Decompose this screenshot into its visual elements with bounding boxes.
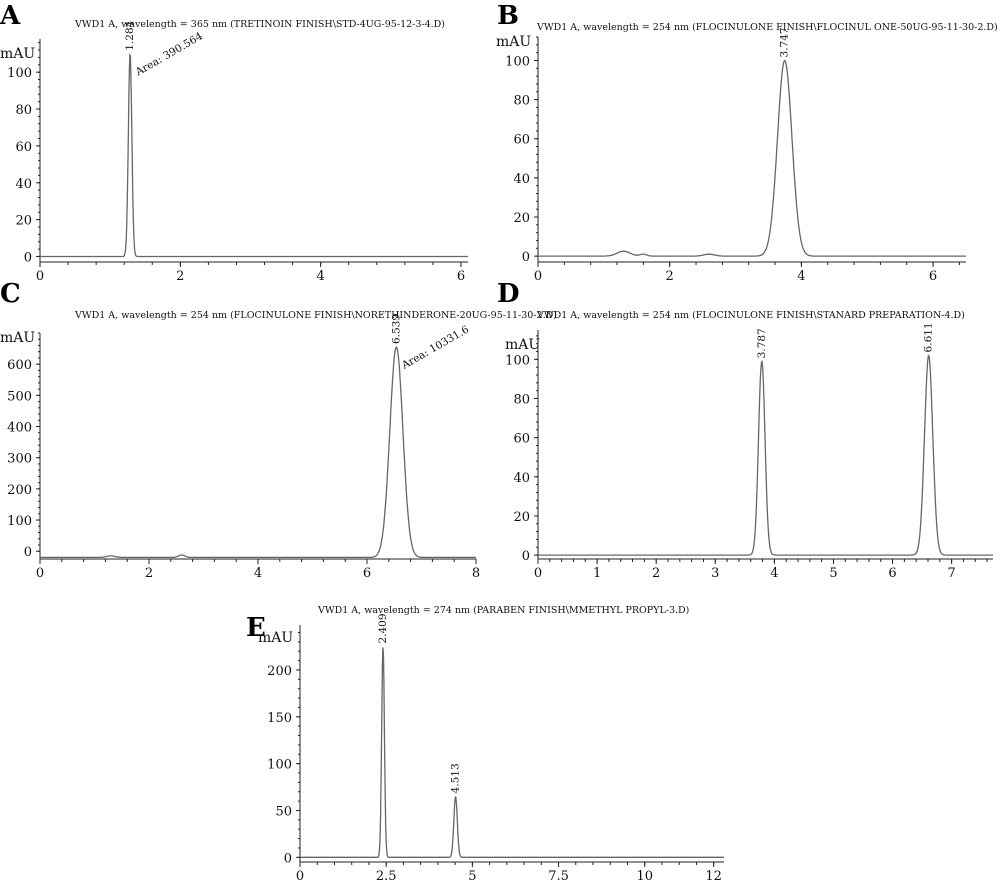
panel-b-xtick-label: 2 [666, 269, 674, 284]
panel-e-peak-label: 4.513 [450, 763, 462, 793]
panel-b-xtick-label: 0 [534, 269, 542, 284]
panel-b: B VWD1 A, wavelength = 254 nm (FLOCINULON… [496, 1, 998, 284]
panel-e-ytick-label: 50 [275, 804, 292, 819]
panel-d-xtick-label: 6 [888, 566, 896, 581]
panel-d-ytick-label: 0 [522, 549, 530, 564]
panel-a-area-label: Area: 390.564 [133, 30, 205, 79]
panel-c: C VWD1 A, wavelength = 254 nm (FLOCINULON… [0, 279, 557, 581]
panel-d-letter: D [497, 279, 520, 309]
panel-e-ytick-label: 100 [267, 758, 292, 773]
panel-c-ytick-label: 200 [7, 483, 32, 498]
panel-c-xtick-label: 4 [254, 566, 262, 581]
panel-a-ytick-label: 40 [15, 177, 32, 192]
panel-e-trace [300, 647, 724, 858]
panel-b-letter: B [497, 1, 519, 31]
panel-b-trace [538, 59, 966, 257]
panel-d: D VWD1 A, wavelength = 254 nm (FLOCINULON… [497, 279, 993, 581]
panel-d-xtick-label: 4 [770, 566, 778, 581]
panel-d-xtick-label: 7 [947, 566, 955, 581]
panel-e-ytick-label: 150 [267, 711, 292, 726]
panel-b-title: VWD1 A, wavelength = 254 nm (FLOCINULONE… [536, 22, 998, 33]
panel-c-area-label: Area: 10331.6 [399, 323, 471, 372]
panel-a-ytick-label: 20 [15, 214, 32, 229]
panel-a-title: VWD1 A, wavelength = 365 nm (TRETINOIN F… [74, 19, 445, 30]
panel-a-ytick-label: 80 [15, 103, 32, 118]
panel-d-trace [538, 354, 993, 556]
panel-a-ytick-label: 0 [24, 250, 32, 265]
panel-e-letter: E [246, 613, 266, 643]
panel-c-ytick-label: 0 [24, 545, 32, 560]
panel-c-xtick-label: 6 [363, 566, 371, 581]
panel-c-xtick-label: 2 [145, 566, 153, 581]
panel-d-ytick-label: 100 [505, 353, 530, 368]
panel-c-ytick-label: 300 [7, 452, 32, 467]
panel-e-xtick-label: 5 [468, 869, 476, 883]
panel-b-ytick-label: 100 [505, 54, 530, 69]
panel-d-xtick-label: 3 [711, 566, 719, 581]
panel-e-xtick-label: 2.5 [376, 869, 397, 883]
panel-c-letter: C [0, 279, 21, 309]
panel-c-title: VWD1 A, wavelength = 254 nm (FLOCINULONE… [74, 310, 557, 321]
panel-b-xtick-label: 6 [929, 269, 937, 284]
panel-d-ytick-label: 20 [513, 510, 530, 525]
panel-b-ytick-label: 60 [513, 133, 530, 148]
panel-d-xtick-label: 0 [534, 566, 542, 581]
panel-c-ytick-label: 400 [7, 421, 32, 436]
panel-c-xtick-label: 8 [472, 566, 480, 581]
panel-e-ytick-label: 200 [267, 664, 292, 679]
panel-c-peak-label: 6.539 [390, 314, 402, 344]
panel-b-xtick-label: 4 [797, 269, 805, 284]
panel-a-xtick-label: 0 [36, 269, 44, 284]
panel-d-ytick-label: 80 [513, 393, 530, 408]
panel-c-ytick-label: 500 [7, 389, 32, 404]
panel-e-ytick-label: 0 [284, 851, 292, 866]
panel-a-ytick-label: 100 [7, 66, 32, 81]
panel-e-title: VWD1 A, wavelength = 274 nm (PARABEN FIN… [317, 605, 689, 616]
panel-a-ytick-label: 60 [15, 140, 32, 155]
panel-a-xtick-label: 6 [457, 269, 465, 284]
panel-d-peak-label: 3.787 [756, 328, 768, 358]
panel-e-xtick-label: 12 [705, 869, 722, 883]
panel-b-ytick-label: 20 [513, 211, 530, 226]
panel-e: E VWD1 A, wavelength = 274 nm (PARABEN FI… [246, 605, 724, 883]
panel-a-ylabel: mAU [0, 46, 35, 62]
panel-e-xtick-label: 7.5 [548, 869, 569, 883]
panel-c-trace [40, 346, 476, 559]
panel-d-xtick-label: 1 [593, 566, 601, 581]
panel-e-xtick-label: 10 [636, 869, 653, 883]
panel-c-xtick-label: 0 [36, 566, 44, 581]
panel-d-ytick-label: 40 [513, 471, 530, 486]
panel-e-ylabel: mAU [258, 630, 293, 646]
panel-d-xtick-label: 2 [652, 566, 660, 581]
panel-d-xtick-label: 5 [829, 566, 837, 581]
panel-c-ylabel: mAU [0, 330, 35, 346]
panel-b-ytick-label: 40 [513, 172, 530, 187]
panel-d-title: VWD1 A, wavelength = 254 nm (FLOCINULONE… [536, 310, 965, 321]
panel-a-letter: A [0, 1, 21, 31]
panel-d-peak-label: 6.611 [923, 322, 935, 352]
panel-a-xtick-label: 4 [317, 269, 325, 284]
panel-a-trace [40, 53, 468, 258]
panel-b-peak-label: 3.747 [779, 27, 791, 57]
panel-a-xtick-label: 2 [176, 269, 184, 284]
panel-a-peak-label: 1.284 [124, 20, 136, 50]
panel-c-ytick-label: 600 [7, 358, 32, 373]
panel-b-ytick-label: 0 [522, 250, 530, 265]
panel-a: A VWD1 A, wavelength = 365 nm (TRETINOIN … [0, 1, 468, 284]
panel-d-ytick-label: 60 [513, 432, 530, 447]
panel-b-ylabel: mAU [496, 34, 531, 50]
panel-e-xtick-label: 0 [296, 869, 304, 883]
panel-b-ytick-label: 80 [513, 94, 530, 109]
panel-c-ytick-label: 100 [7, 514, 32, 529]
panel-e-peak-label: 2.409 [377, 613, 389, 643]
panel-d-ylabel: mAU [505, 337, 540, 353]
